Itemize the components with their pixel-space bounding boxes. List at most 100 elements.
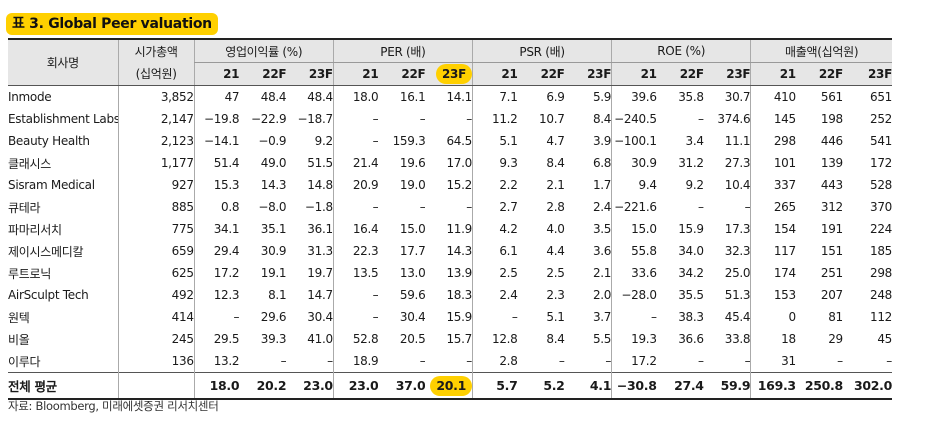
per-cell: – — [332, 196, 379, 218]
opm-cell: 20.2 — [239, 372, 287, 400]
roe-cell: 30.7 — [724, 90, 751, 104]
per-cell: 52.8 — [332, 328, 379, 350]
roe-cell: −28.0 — [611, 284, 657, 306]
per-header: PER (배) — [332, 38, 473, 63]
roe-cell: 55.8 — [611, 240, 657, 262]
company-name-cell: Inmode — [8, 90, 52, 104]
sales-cell: 169.3 — [750, 372, 796, 400]
sales-cell: 561 — [820, 90, 843, 104]
psr-cell: 2.0 — [592, 288, 612, 302]
sales-cell: 541 — [869, 134, 892, 148]
per-cell: – — [332, 306, 379, 328]
psr-cell: – — [471, 306, 518, 328]
psr-cell: 3.5 — [592, 222, 612, 236]
opm-cell: −14.1 — [193, 130, 240, 152]
mktcap-cell: 492 — [117, 284, 195, 306]
roe-cell: −221.6 — [611, 196, 657, 218]
year-header: 23F — [564, 62, 612, 86]
opm-cell: – — [193, 306, 240, 328]
per-cell: 15.0 — [399, 222, 426, 236]
sales-cell: 207 — [820, 288, 843, 302]
table-row: 파마리서치 775 34.1 35.1 36.1 16.4 15.0 11.9 4.2 4.0 3.… — [8, 218, 892, 240]
opm-cell: 47 — [193, 85, 240, 108]
roe-cell: −30.8 — [611, 372, 657, 400]
opm-cell: 15.3 — [193, 174, 240, 196]
per-cell: 17.7 — [399, 244, 426, 258]
per-cell: – — [419, 354, 426, 368]
company-name-cell: 전체 평균 — [8, 372, 119, 400]
roe-header: ROE (%) — [611, 38, 751, 63]
roe-cell: – — [698, 200, 704, 214]
sales-cell: 112 — [869, 310, 892, 324]
mktcap-cell: 2,123 — [117, 130, 195, 152]
peer-valuation-table: 회사명 시가총액 영업이익률 (%) PER (배) PSR (배) ROE (… — [8, 38, 892, 400]
per-cell: 13.9 — [446, 266, 472, 280]
table-row: 클래시스 1,177 51.4 49.0 51.5 21.4 19.6 17.0 9.3 8.4 6… — [8, 152, 892, 174]
per-cell: 30.4 — [399, 310, 426, 324]
table-row: Beauty Health 2,123 −14.1 −0.9 9.2–159.3 64.5… — [8, 130, 892, 152]
per-cell: 20.5 — [399, 332, 426, 346]
company-name-cell: 비올 — [8, 332, 30, 347]
roe-cell: – — [611, 306, 657, 328]
psr-cell: 4.1 — [564, 372, 612, 400]
psr-cell: 8.4 — [546, 156, 565, 170]
psr-cell: 8.4 — [592, 112, 612, 126]
roe-cell: 36.6 — [678, 332, 704, 346]
roe-cell: 51.3 — [724, 288, 751, 302]
roe-cell: – — [744, 200, 751, 214]
header-row-years: (십억원) 21 22F 23F 21 22F 23F 21 22F 23F 2… — [8, 62, 892, 86]
year-header: 23F — [286, 62, 334, 86]
sales-cell: 0 — [750, 306, 796, 328]
mktcap-cell: 659 — [117, 240, 195, 262]
sales-cell: 528 — [869, 178, 892, 192]
sales-cell: – — [886, 354, 892, 368]
year-header: 22F — [378, 62, 426, 86]
sales-cell: 139 — [820, 156, 843, 170]
mktcap-cell: 414 — [117, 306, 195, 328]
psr-cell: 6.8 — [592, 156, 612, 170]
psr-cell: – — [558, 354, 565, 368]
sales-cell: 153 — [750, 284, 796, 306]
opm-cell: 51.4 — [193, 152, 240, 174]
sales-cell: 29 — [828, 332, 843, 346]
per-cell: 20.9 — [332, 174, 379, 196]
psr-cell: 5.7 — [471, 372, 518, 400]
per-cell: – — [332, 284, 379, 306]
per-cell: 16.1 — [399, 90, 426, 104]
roe-cell: 35.8 — [678, 90, 704, 104]
mktcap-cell — [117, 372, 195, 400]
psr-cell: 1.7 — [592, 178, 612, 192]
psr-cell: 2.8 — [471, 350, 518, 373]
per-cell: 15.7 — [446, 332, 472, 346]
per-cell: 64.5 — [446, 134, 472, 148]
year-header: 23F — [842, 62, 892, 86]
mktcap-cell: 2,147 — [117, 108, 195, 130]
psr-cell: 8.4 — [546, 332, 565, 346]
opm-cell: 41.0 — [307, 332, 333, 346]
roe-cell: 15.9 — [678, 222, 704, 236]
company-header: 회사명 — [8, 38, 119, 86]
opm-cell: 35.1 — [260, 222, 287, 236]
psr-cell: 2.5 — [546, 266, 565, 280]
per-cell: 15.9 — [446, 310, 472, 324]
roe-cell: 11.1 — [724, 134, 751, 148]
psr-cell: 4.2 — [471, 218, 518, 240]
source-note: 자료: Bloomberg, 미래에셋증권 리서치센터 — [8, 399, 219, 413]
per-cell: 18.0 — [332, 85, 379, 108]
roe-cell: −240.5 — [611, 108, 657, 130]
table-row: 큐테라 885 0.8 −8.0 −1.8– – –2.7 2.8 2.4 −221.6– –265… — [8, 196, 892, 218]
sales-cell: 224 — [869, 222, 892, 236]
roe-cell: 374.6 — [717, 112, 751, 126]
sales-cell: 81 — [828, 310, 843, 324]
per-cell: 17.0 — [446, 156, 472, 170]
sales-cell: 45 — [877, 332, 892, 346]
company-name-cell: 원텍 — [8, 310, 30, 325]
sales-cell: 18 — [750, 328, 796, 350]
roe-cell: 39.6 — [611, 85, 657, 108]
roe-cell: 45.4 — [724, 310, 751, 324]
psr-cell: 5.5 — [592, 332, 612, 346]
psr-cell: 6.9 — [546, 90, 565, 104]
opm-cell: 36.1 — [307, 222, 333, 236]
per-cell: – — [466, 112, 472, 126]
header-row-groups: 회사명 시가총액 영업이익률 (%) PER (배) PSR (배) ROE (… — [8, 38, 892, 86]
